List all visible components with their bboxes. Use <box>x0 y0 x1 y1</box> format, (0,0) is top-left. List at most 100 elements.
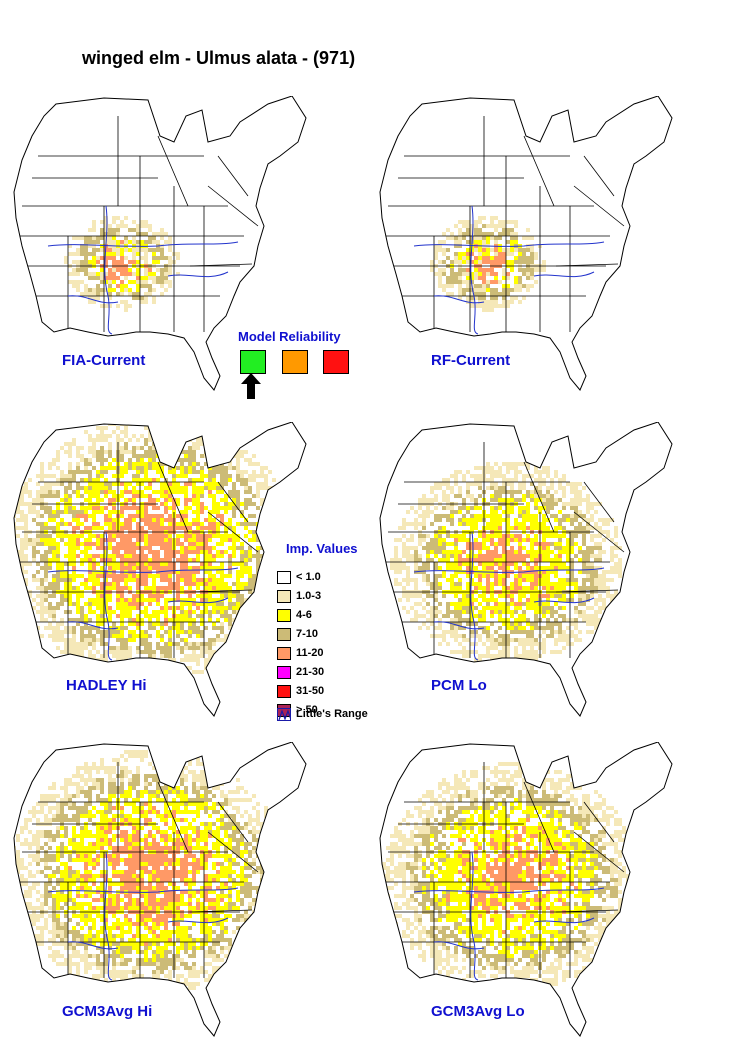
state-border <box>217 155 249 197</box>
state-border <box>573 831 625 873</box>
reliability-medium-box <box>282 350 308 374</box>
legend-label: 1.0-3 <box>296 590 322 602</box>
state-border <box>573 185 625 227</box>
map-svg <box>379 96 673 391</box>
legend-label: 31-50 <box>296 685 325 697</box>
coastline <box>379 742 673 1037</box>
state-border <box>583 155 615 197</box>
state-border <box>157 135 189 207</box>
littles-range-line <box>167 597 229 604</box>
importance-cells <box>64 216 180 312</box>
littles-range-line <box>104 531 113 661</box>
littles-range-line <box>67 295 119 304</box>
reliability-high-box <box>240 350 266 374</box>
state-border <box>523 135 555 207</box>
state-border <box>207 511 259 553</box>
map-label-fia-current: FIA-Current <box>62 352 146 369</box>
littles-range-line <box>104 851 113 981</box>
state-border <box>583 481 615 523</box>
map-pcm-lo <box>374 422 674 722</box>
state-border <box>189 263 253 267</box>
littles-range-line <box>67 621 119 630</box>
littles-range-line <box>413 887 605 893</box>
reliability-low-box <box>323 350 349 374</box>
legend-label: 21-30 <box>296 666 325 678</box>
legend-swatch <box>277 665 291 679</box>
legend-swatch <box>277 608 291 622</box>
legend-swatch <box>277 589 291 603</box>
map-label-hadley-hi: HADLEY Hi <box>66 677 147 694</box>
state-border <box>555 909 619 913</box>
state-border <box>555 589 619 593</box>
importance-cells <box>430 216 546 312</box>
legend-title: Imp. Values <box>286 541 358 556</box>
map-rf-current <box>374 96 674 396</box>
state-border <box>207 831 259 873</box>
legend-swatch <box>277 627 291 641</box>
state-border <box>555 263 619 267</box>
legend-label-range: Little's Range <box>296 708 368 720</box>
state-border <box>157 461 189 533</box>
legend-item: 7-10 <box>277 626 318 642</box>
state-border <box>573 511 625 553</box>
map-label-gcm3avg-hi: GCM3Avg Hi <box>62 1003 153 1020</box>
coastline <box>13 742 307 1037</box>
littles-range-line <box>470 205 479 335</box>
legend-item: 1.0-3 <box>277 588 321 604</box>
littles-range-line <box>167 271 229 278</box>
littles-range-line <box>533 271 595 278</box>
map-label-rf-current: RF-Current <box>431 352 511 369</box>
littles-range-line <box>533 917 595 924</box>
littles-range-line <box>47 241 239 247</box>
state-border <box>217 801 249 843</box>
legend-swatch <box>277 570 291 584</box>
littles-range-line <box>470 531 479 661</box>
model-reliability-title: Model Reliability <box>238 329 341 344</box>
coastline <box>379 96 673 391</box>
legend-swatch <box>277 684 291 698</box>
legend-item: 31-50 <box>277 683 324 699</box>
legend-swatch <box>277 646 291 660</box>
littles-range-line <box>533 597 595 604</box>
state-border <box>189 589 253 593</box>
littles-range-line <box>104 205 113 335</box>
littles-range-line <box>433 941 485 950</box>
coastline <box>13 422 307 717</box>
map-svg <box>13 422 307 717</box>
page-title: winged elm - Ulmus alata - (971) <box>82 48 356 68</box>
legend-item-range: Little's Range <box>277 706 368 722</box>
state-border <box>523 781 555 853</box>
littles-range-line <box>47 887 239 893</box>
map-hadley-hi <box>8 422 308 722</box>
littles-range-line <box>470 851 479 981</box>
legend-label: 7-10 <box>296 628 319 640</box>
littles-range-line <box>433 621 485 630</box>
map-svg <box>379 742 673 1037</box>
legend-item: 21-30 <box>277 664 324 680</box>
littles-range-line <box>167 917 229 924</box>
map-gcm3avg-hi <box>8 742 308 1042</box>
littles-range-line <box>433 295 485 304</box>
legend-item: < 1.0 <box>277 569 321 585</box>
littles-range-line <box>413 241 605 247</box>
map-fia-current <box>8 96 308 396</box>
map-gcm3avg-lo <box>374 742 674 1042</box>
legend-label: 11-20 <box>296 647 324 659</box>
state-border <box>189 909 253 913</box>
state-border <box>157 781 189 853</box>
legend-label: < 1.0 <box>296 571 321 583</box>
coastline <box>379 422 673 717</box>
map-svg <box>13 742 307 1037</box>
littles-range-line <box>47 567 239 573</box>
coastline <box>13 96 307 391</box>
map-label-pcm-lo: PCM Lo <box>431 677 487 694</box>
state-border <box>583 801 615 843</box>
state-border <box>523 461 555 533</box>
legend-label: 4-6 <box>296 609 312 621</box>
land-outline <box>380 96 672 390</box>
range-line-icon <box>277 707 291 721</box>
up-arrow-icon <box>240 372 262 405</box>
map-svg <box>379 422 673 717</box>
state-border <box>207 185 259 227</box>
legend-label: > 50 <box>296 704 318 716</box>
